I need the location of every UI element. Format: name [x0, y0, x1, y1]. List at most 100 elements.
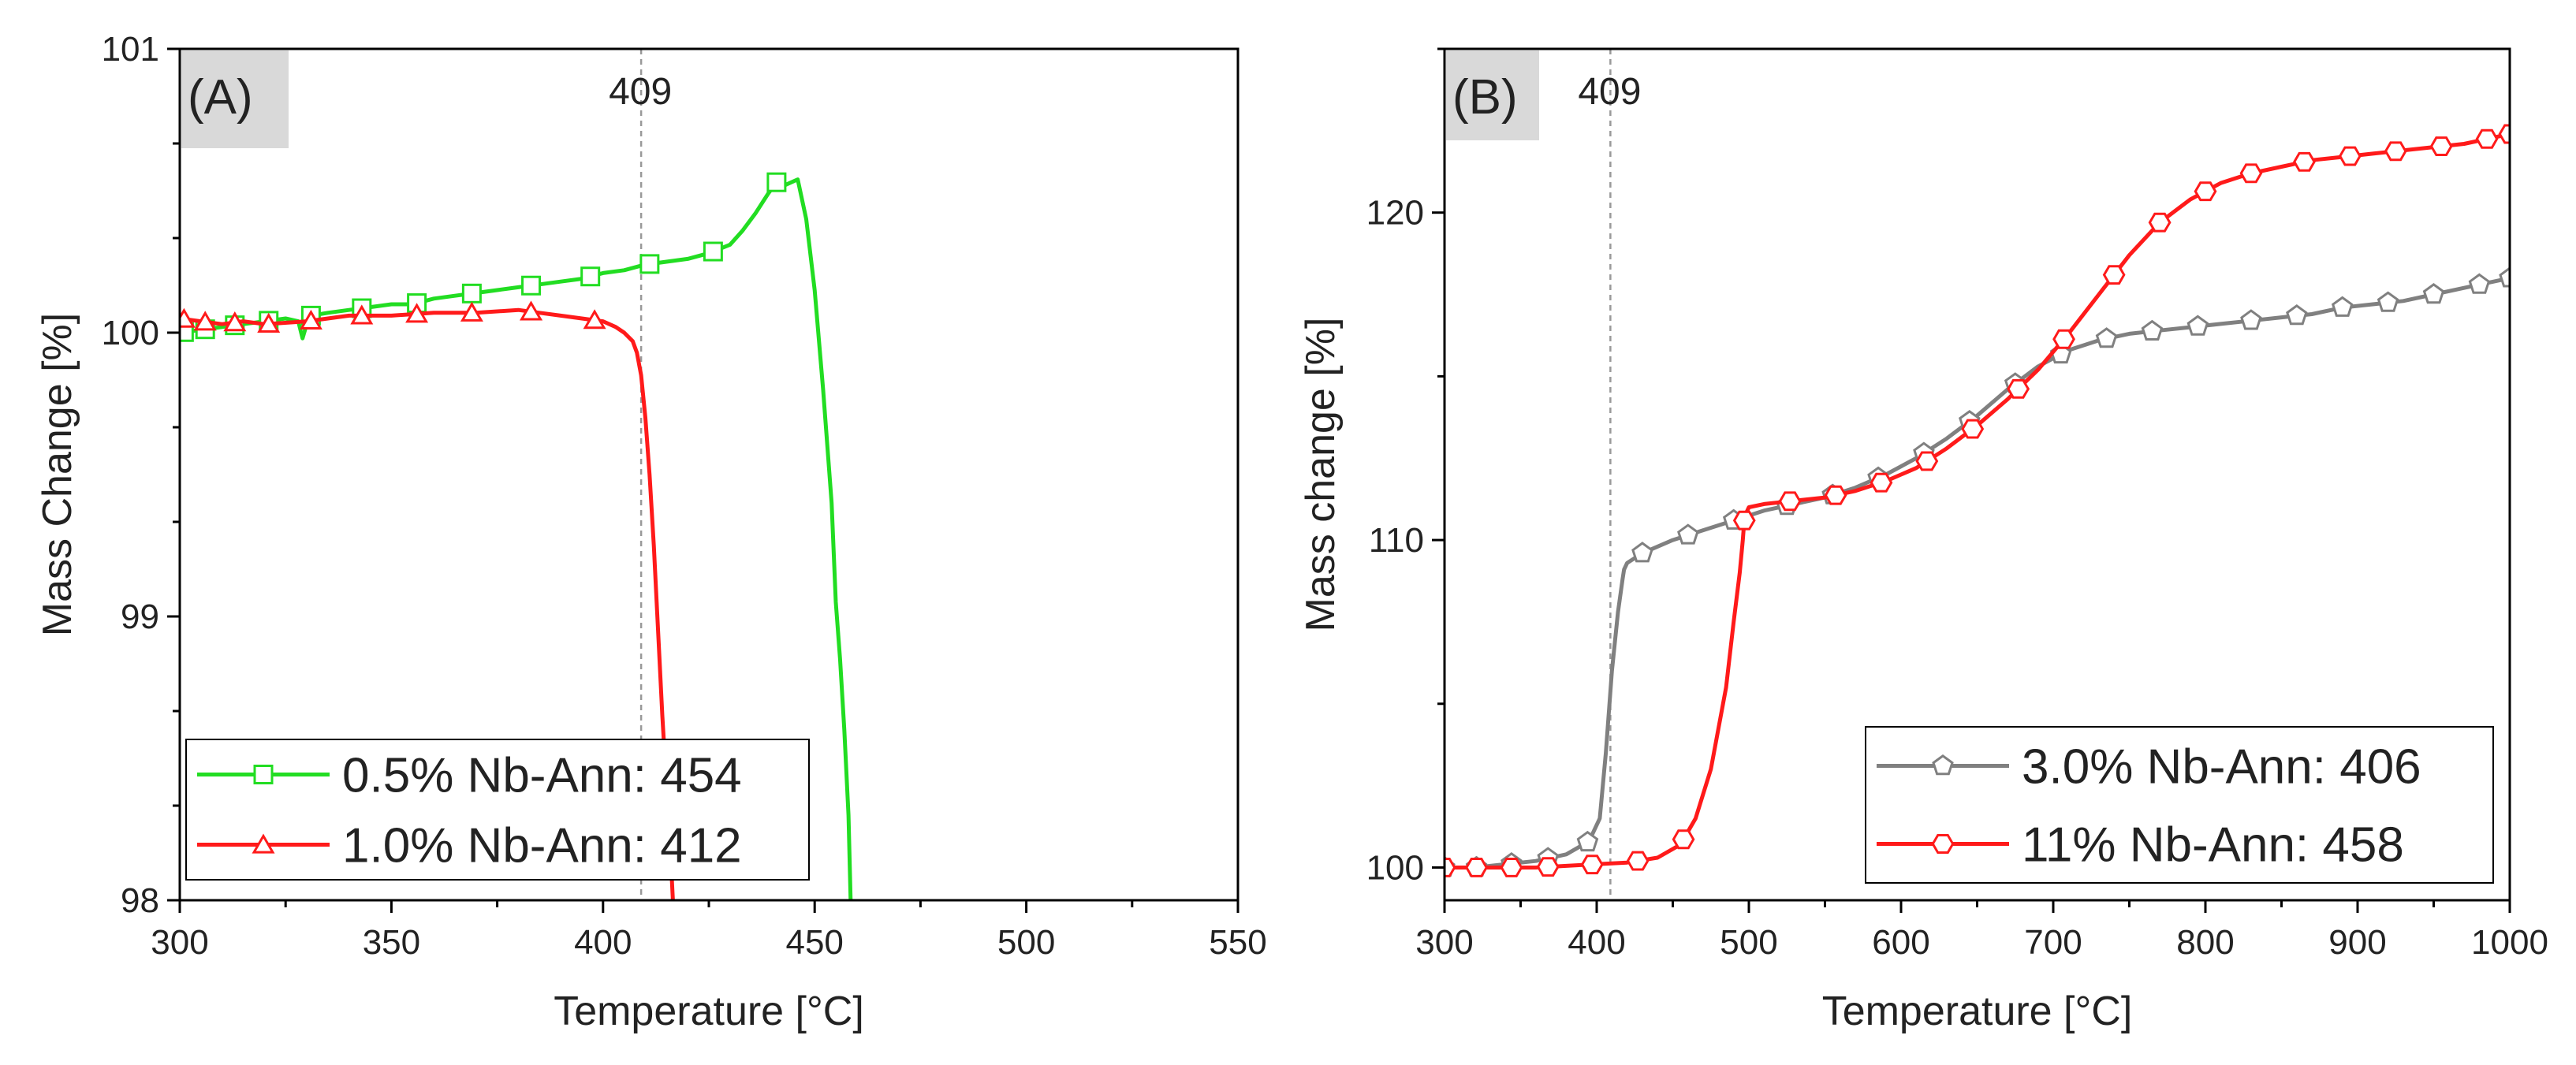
panel-b-legend-marker-2 — [1931, 834, 1955, 854]
panel-b-series-2-marker — [2194, 181, 2217, 202]
panel-a-label-bg — [181, 50, 289, 148]
panel-b-series-2-marker — [1870, 472, 1893, 493]
panel-a-legend: 0.5% Nb-Ann: 454 1.0% Nb-Ann: 412 — [185, 739, 810, 881]
panel-b-series-2-marker — [1672, 829, 1695, 850]
panel-b-y-tick-label: 100 — [1366, 848, 1424, 887]
panel-a-x-axis-title: Temperature [°C] — [554, 989, 864, 1034]
panel-a-chart: (A) 409 300 350 400 450 500 550 98 99 100 101 Temper… — [35, 30, 1267, 1034]
panel-b-label-bg — [1446, 50, 1539, 140]
panel-b-chart: (B) 409 300 400 500 600 700 800 900 1000 100 110 120… — [1298, 47, 2548, 1034]
panel-b-y-tick-label: 120 — [1366, 194, 1424, 233]
panel-b-x-tick-label: 800 — [2176, 923, 2234, 962]
panel-b-series-2-marker — [2102, 265, 2126, 285]
panel-b-series-1-marker — [2240, 309, 2262, 330]
panel-b-series-2-marker — [1465, 858, 1488, 877]
panel-b-series-2-marker — [1915, 451, 1939, 471]
panel-a-series-1-marker — [461, 283, 482, 303]
panel-a-legend-entry-2: 1.0% Nb-Ann: 412 — [342, 819, 742, 873]
panel-a-series-2-marker — [405, 303, 429, 323]
panel-b-series-1-marker — [2331, 296, 2354, 317]
panel-b-series-1-marker — [2377, 291, 2399, 312]
panel-b-series-2-marker — [1824, 485, 1847, 505]
panel-b-series-1-marker — [2468, 273, 2491, 294]
panel-b-series-2-marker — [1445, 858, 1456, 877]
panel-b-x-tick-label: 900 — [2328, 923, 2386, 962]
panel-b-series-1-marker — [1631, 542, 1653, 563]
panel-b-series-2-marker — [2384, 141, 2407, 162]
panel-b-series-1-marker — [2499, 266, 2510, 288]
panel-a-plot-area — [180, 172, 853, 900]
panel-a-x-tick-label: 450 — [785, 923, 843, 962]
panel-b-legend-marker-1 — [1932, 754, 1954, 776]
panel-a-series-2-marker — [350, 304, 374, 325]
panel-b-series-2-marker — [1626, 851, 1650, 871]
panel-b-series-2-marker — [2429, 136, 2453, 156]
panel-a-series-1-marker — [521, 275, 542, 296]
panel-a-series-2-marker — [460, 301, 483, 322]
panel-b-legend-entry-2: 11% Nb-Ann: 458 — [2022, 818, 2404, 873]
panel-a-y-tick-label: 100 — [102, 314, 159, 352]
panel-a-y-tick-label: 99 — [121, 598, 159, 636]
panel-a-series-1-marker — [766, 172, 787, 192]
panel-b-series-2-marker — [1580, 855, 1604, 875]
panel-b-y-tick-label: 110 — [1369, 521, 1424, 560]
panel-a-y-tick-label: 101 — [102, 30, 159, 69]
panel-a-x-tick-label: 300 — [151, 923, 208, 962]
panel-b-series-2-marker — [1732, 510, 1756, 531]
panel-a-series-2-marker — [180, 307, 196, 328]
panel-a-legend-box — [185, 739, 810, 881]
panel-b-series-2-marker — [2293, 151, 2316, 172]
panel-b-series-2-marker — [2239, 163, 2263, 184]
panel-a-x-tick-label: 500 — [997, 923, 1055, 962]
panel-b-series-1-marker — [1677, 523, 1699, 545]
panel-a-y-axis-title: Mass Change [%] — [35, 313, 80, 636]
panel-a-x-tick-label: 550 — [1209, 923, 1266, 962]
panel-a-series-2-marker — [223, 311, 247, 332]
panel-b-plot-area — [1445, 124, 2510, 877]
panel-b-x-tick-label: 500 — [1720, 923, 1777, 962]
panel-a-y-tick-label: 98 — [121, 881, 159, 920]
panel-b-series-2-marker — [2148, 212, 2172, 233]
panel-b-x-tick-label: 700 — [2024, 923, 2082, 962]
panel-b-series-2-marker — [2475, 128, 2499, 149]
panel-b-x-tick-label: 1000 — [2471, 923, 2548, 962]
panel-a-series-2-marker — [193, 311, 217, 331]
panel-a-label: (A) — [188, 70, 253, 125]
panel-a-legend-entry-1: 0.5% Nb-Ann: 454 — [342, 749, 742, 803]
panel-b-series-2-marker — [2338, 146, 2362, 166]
panel-b-series-2-marker — [2052, 329, 2075, 349]
panel-a-x-tick-label: 400 — [574, 923, 632, 962]
panel-a-series-1-marker — [639, 254, 660, 274]
panel-b-series-1-marker — [1576, 830, 1599, 852]
panel-b-series-1-marker — [2141, 319, 2164, 341]
panel-b-x-tick-label: 300 — [1415, 923, 1473, 962]
panel-b-series-2-marker — [1536, 857, 1560, 877]
panel-a-series-1-marker — [580, 266, 601, 287]
panel-b-series-1-marker — [2095, 327, 2118, 348]
panel-b-series-2-marker — [1500, 858, 1523, 877]
panel-a-series-2-marker — [583, 309, 606, 330]
panel-a-series-1-marker — [703, 241, 723, 262]
panel-b-legend-entry-1: 3.0% Nb-Ann: 406 — [2022, 740, 2421, 795]
panel-a-legend-marker-2 — [252, 833, 275, 854]
panel-b-legend: 3.0% Nb-Ann: 406 11% Nb-Ann: 458 — [1865, 726, 2494, 884]
panel-a-legend-marker-1 — [253, 765, 274, 784]
panel-b-x-tick-label: 400 — [1568, 923, 1625, 962]
panel-b-x-axis-title: Temperature [°C] — [1822, 989, 2133, 1034]
panel-b-series-1-marker — [2286, 304, 2308, 326]
panel-b-series-2-marker — [1778, 491, 1802, 512]
panel-b-series-2-marker — [1961, 419, 1985, 439]
panel-a-series-2-marker — [299, 309, 322, 330]
panel-b-label: (B) — [1452, 70, 1518, 125]
panel-b-x-tick-label: 600 — [1872, 923, 1929, 962]
panel-b-series-2-marker — [2007, 378, 2030, 399]
panel-b-y-axis-title: Mass change [%] — [1298, 318, 1344, 632]
panel-b-legend-box — [1865, 726, 2494, 884]
panel-a-series-2-marker — [257, 312, 281, 333]
panel-b-series-1-marker — [2186, 315, 2209, 336]
panel-a-annotation-409: 409 — [609, 71, 672, 113]
panel-a-x-tick-label: 350 — [363, 923, 420, 962]
panel-b-series-1-marker — [2422, 283, 2445, 304]
panel-a-series-2-marker — [520, 300, 543, 321]
